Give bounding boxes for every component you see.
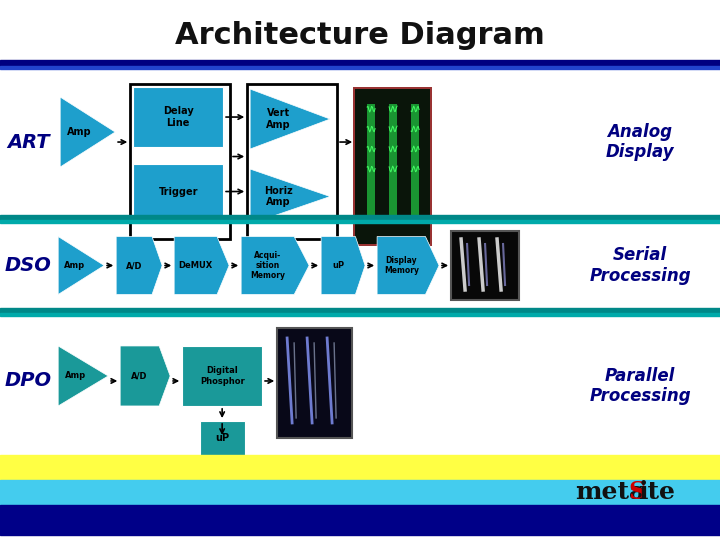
Text: DeMUX: DeMUX bbox=[179, 261, 212, 270]
Polygon shape bbox=[120, 346, 170, 406]
Text: S: S bbox=[628, 480, 646, 504]
Bar bbox=[389, 104, 397, 219]
Bar bbox=[355, 89, 430, 244]
Bar bbox=[367, 104, 375, 219]
Bar bbox=[0, 480, 720, 505]
Bar bbox=[199, 421, 245, 456]
Polygon shape bbox=[58, 346, 108, 406]
Text: A/D: A/D bbox=[132, 372, 148, 381]
Bar bbox=[0, 316, 720, 455]
Bar bbox=[0, 220, 720, 223]
Polygon shape bbox=[377, 237, 439, 294]
Text: ART: ART bbox=[7, 132, 50, 152]
Text: Architecture Diagram: Architecture Diagram bbox=[175, 21, 545, 50]
Bar bbox=[182, 346, 262, 406]
Polygon shape bbox=[116, 237, 162, 294]
Bar bbox=[451, 231, 519, 300]
Text: uP: uP bbox=[332, 261, 344, 270]
Text: ite: ite bbox=[638, 480, 675, 504]
Text: Amp: Amp bbox=[65, 372, 86, 381]
Text: Parallel
Processing: Parallel Processing bbox=[589, 367, 690, 406]
Text: Delay
Line: Delay Line bbox=[163, 106, 194, 128]
Text: meta: meta bbox=[575, 480, 645, 504]
Bar bbox=[411, 104, 419, 219]
Bar bbox=[0, 455, 720, 480]
Bar bbox=[0, 66, 720, 69]
Bar bbox=[0, 505, 720, 535]
Text: Digital
Phosphor: Digital Phosphor bbox=[199, 366, 245, 386]
Polygon shape bbox=[58, 237, 104, 294]
Bar bbox=[133, 87, 223, 147]
Bar bbox=[353, 87, 432, 246]
Text: A/D: A/D bbox=[126, 261, 143, 270]
Text: Amp: Amp bbox=[63, 261, 85, 270]
Bar bbox=[133, 164, 223, 219]
Text: Serial
Processing: Serial Processing bbox=[589, 246, 690, 285]
Bar bbox=[0, 215, 720, 220]
Text: uP: uP bbox=[215, 434, 229, 443]
Bar bbox=[0, 60, 720, 66]
Polygon shape bbox=[250, 89, 330, 149]
Polygon shape bbox=[60, 97, 115, 167]
Bar bbox=[0, 223, 720, 308]
Polygon shape bbox=[321, 237, 365, 294]
Polygon shape bbox=[241, 237, 309, 294]
Text: Display
Memory: Display Memory bbox=[384, 256, 419, 275]
Text: DSO: DSO bbox=[5, 256, 52, 275]
Text: Trigger: Trigger bbox=[158, 186, 198, 197]
Polygon shape bbox=[250, 169, 330, 224]
Text: Amp: Amp bbox=[67, 127, 91, 137]
Text: Analog
Display: Analog Display bbox=[606, 123, 675, 161]
Bar bbox=[0, 313, 720, 316]
Bar bbox=[277, 328, 352, 438]
Text: DPO: DPO bbox=[4, 372, 52, 390]
Text: Vert
Amp: Vert Amp bbox=[266, 108, 290, 130]
Polygon shape bbox=[174, 237, 229, 294]
Bar bbox=[0, 308, 720, 313]
Text: Acqui-
sition
Memory: Acqui- sition Memory bbox=[250, 251, 285, 280]
Bar bbox=[247, 84, 337, 239]
Text: Horiz
Amp: Horiz Amp bbox=[264, 186, 292, 207]
Bar bbox=[0, 69, 720, 215]
Bar bbox=[130, 84, 230, 239]
